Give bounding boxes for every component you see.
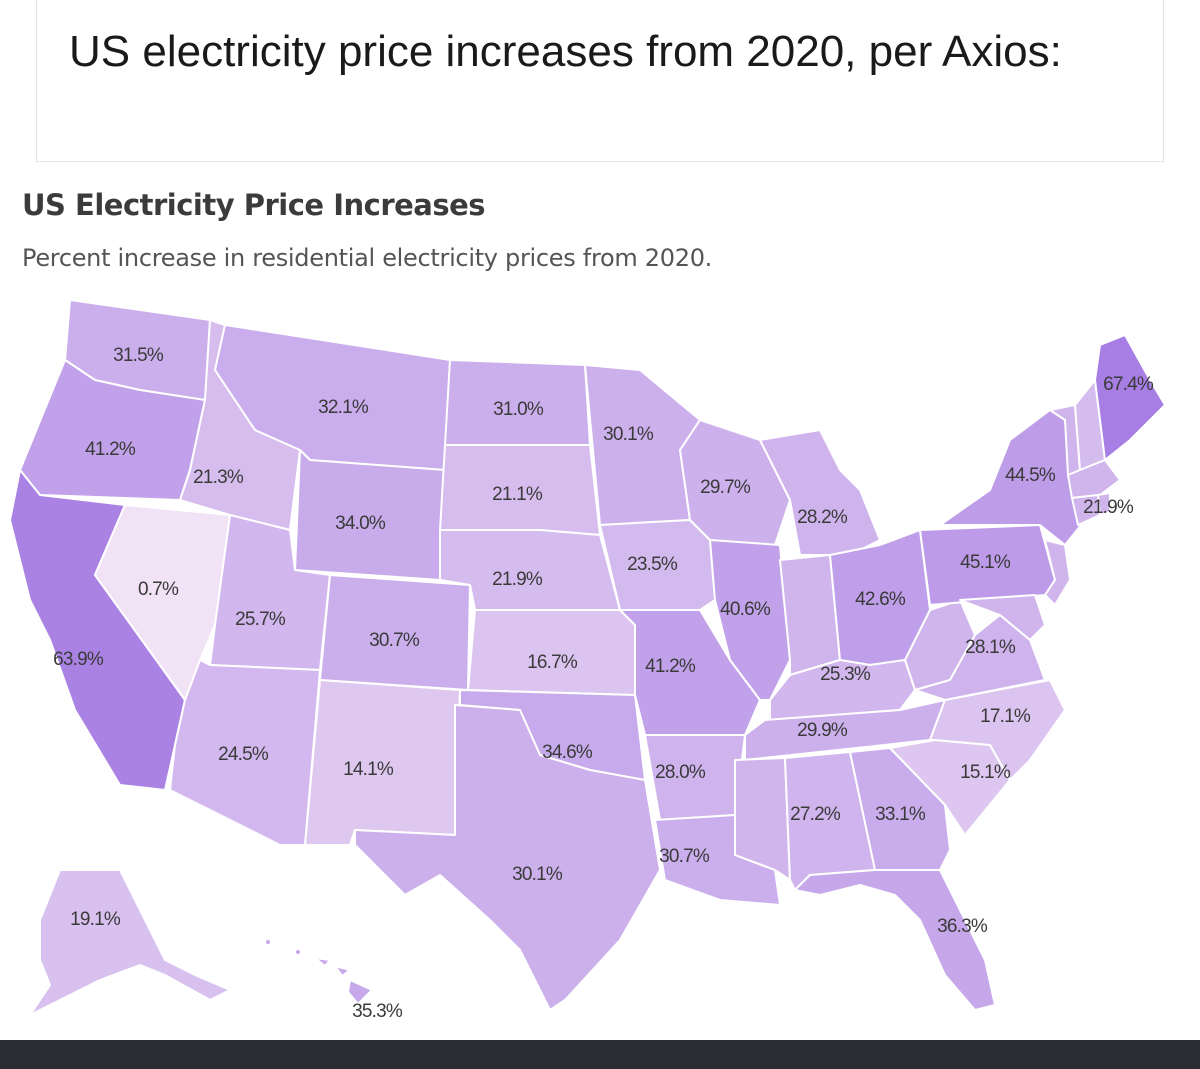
- state-me: [1094, 334, 1166, 461]
- state-ak: [29, 869, 231, 1016]
- label-ne: 21.9%: [492, 569, 543, 590]
- post-title: US electricity price increases from 2020…: [69, 27, 1062, 76]
- map-subtitle: Percent increase in residential electric…: [22, 244, 712, 272]
- label-id: 21.3%: [193, 467, 244, 488]
- label-fl: 36.3%: [937, 916, 988, 937]
- label-ky: 25.3%: [820, 664, 871, 685]
- label-wy: 34.0%: [335, 513, 386, 534]
- label-tn: 29.9%: [797, 720, 848, 741]
- label-ny: 44.5%: [1005, 465, 1056, 486]
- bottom-bar: [0, 1040, 1200, 1069]
- label-tx: 30.1%: [512, 864, 563, 885]
- state-hi: [264, 938, 373, 1005]
- post-card: US electricity price increases from 2020…: [36, 0, 1164, 162]
- label-wi: 29.7%: [700, 477, 751, 498]
- label-sc: 15.1%: [960, 762, 1011, 783]
- label-nh: 21.9%: [1083, 497, 1134, 518]
- label-ar: 28.0%: [655, 762, 706, 783]
- label-nd: 31.0%: [493, 399, 544, 420]
- state-wi: [679, 419, 791, 546]
- label-ak: 19.1%: [70, 909, 121, 930]
- label-oh: 42.6%: [855, 589, 906, 610]
- label-ia: 23.5%: [627, 554, 678, 575]
- label-mo: 41.2%: [645, 656, 696, 677]
- label-co: 30.7%: [369, 630, 420, 651]
- state-fl: [794, 869, 996, 1011]
- label-mi: 28.2%: [797, 507, 848, 528]
- label-mt: 32.1%: [318, 397, 369, 418]
- state-md: [959, 594, 1046, 641]
- label-mn: 30.1%: [603, 424, 654, 445]
- label-me: 67.4%: [1103, 374, 1154, 395]
- label-az: 24.5%: [218, 744, 269, 765]
- label-ut: 25.7%: [235, 609, 286, 630]
- label-nc: 17.1%: [980, 706, 1031, 727]
- label-ok: 34.6%: [542, 742, 593, 763]
- label-il: 40.6%: [720, 599, 771, 620]
- label-nm: 14.1%: [343, 759, 394, 780]
- state-ri: [1097, 492, 1111, 516]
- state-tx: [354, 704, 661, 1011]
- label-la: 30.7%: [659, 846, 710, 867]
- label-ca: 63.9%: [53, 649, 104, 670]
- us-map: 31.5% 41.2% 63.9% 0.7% 21.3% 32.1% 34.0%…: [9, 299, 1166, 1022]
- label-wa: 31.5%: [113, 345, 164, 366]
- label-sd: 21.1%: [492, 484, 543, 505]
- label-nv: 0.7%: [138, 579, 179, 600]
- state-ms: [734, 757, 791, 881]
- label-ks: 16.7%: [527, 652, 578, 673]
- label-hi: 35.3%: [352, 1001, 403, 1022]
- label-or: 41.2%: [85, 439, 136, 460]
- label-al: 27.2%: [790, 804, 841, 825]
- label-pa: 45.1%: [960, 552, 1011, 573]
- map-title: US Electricity Price Increases: [22, 188, 486, 222]
- label-va: 28.1%: [965, 637, 1016, 658]
- state-wy: [294, 449, 446, 581]
- label-ga: 33.1%: [875, 804, 926, 825]
- state-mi: [759, 429, 881, 556]
